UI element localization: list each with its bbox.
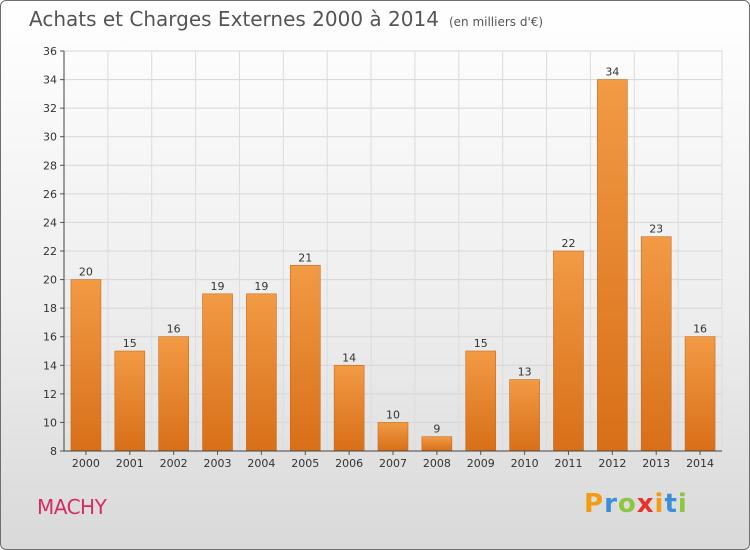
x-tick-label: 2002 [160, 457, 188, 470]
axes-group: 8 10 12 14 16 18 20 22 24 26 28 30 32 34 36 2000 2001 200… [43, 45, 722, 470]
bar-value-label: 23 [649, 223, 663, 236]
bar-2005 [289, 264, 321, 452]
x-tick-label: 2000 [72, 457, 100, 470]
logo-letter: r [604, 489, 618, 519]
bar-value-label: 15 [123, 337, 137, 350]
bar-value-label: 19 [254, 280, 268, 293]
bar-2002 [158, 336, 189, 452]
bars-group: 20 15 16 19 19 21 14 10 9 15 13 22 34 23 16 [70, 66, 716, 452]
bar-2008 [421, 436, 453, 452]
bar-2000 [70, 279, 102, 452]
logo-letter: P [584, 489, 605, 519]
chart-title: Achats et Charges Externes 2000 à 2014 (e… [29, 7, 543, 31]
y-tick-label: 26 [43, 188, 57, 201]
bar-value-label: 21 [298, 251, 312, 264]
x-tick-label: 2010 [511, 457, 539, 470]
x-tick-label: 2003 [204, 457, 232, 470]
bar-value-label: 16 [693, 323, 707, 336]
bar-value-label: 13 [518, 366, 532, 379]
y-tick-label: 8 [50, 445, 57, 458]
logo-letter: t [664, 489, 678, 519]
x-tick-label: 2007 [379, 457, 407, 470]
bar-2011 [553, 250, 584, 452]
proxiti-logo: Proxiti [584, 489, 688, 519]
y-tick-label: 10 [43, 416, 57, 429]
bar-2007 [377, 422, 409, 452]
y-tick-label: 28 [43, 159, 57, 172]
y-tick-label: 30 [43, 131, 57, 144]
x-tick-label: 2014 [686, 457, 714, 470]
bar-2003 [202, 293, 233, 452]
bar-2004 [246, 293, 277, 452]
bar-2010 [509, 379, 540, 452]
y-tick-label: 20 [43, 274, 57, 287]
bar-2013 [640, 236, 672, 452]
bar-value-label: 22 [561, 237, 575, 250]
x-tick-label: 2004 [247, 457, 275, 470]
x-tick-label: 2001 [116, 457, 144, 470]
x-tick-label: 2008 [423, 457, 451, 470]
bar-2014 [684, 336, 716, 452]
bar-value-label: 34 [605, 66, 619, 79]
bar-value-label: 9 [433, 423, 440, 436]
bar-value-label: 20 [79, 266, 93, 279]
town-name: MACHY [37, 495, 107, 519]
y-tick-label: 22 [43, 245, 57, 258]
logo-letter: o [617, 489, 637, 519]
bar-2009 [465, 350, 497, 452]
y-tick-label: 32 [43, 102, 57, 115]
bar-2001 [114, 350, 146, 452]
x-tick-label: 2006 [335, 457, 363, 470]
bar-value-label: 16 [167, 323, 181, 336]
logo-letter: i [677, 489, 688, 519]
x-tick-label: 2011 [554, 457, 582, 470]
x-tick-label: 2012 [598, 457, 626, 470]
bar-2012 [597, 79, 628, 452]
bar-value-label: 19 [211, 280, 225, 293]
logo-letter: x [636, 489, 655, 519]
chart-title-text: Achats et Charges Externes 2000 à 2014 [29, 7, 439, 31]
bar-value-label: 10 [386, 408, 400, 421]
bar-2006 [333, 364, 365, 452]
chart-subtitle: (en milliers d'€) [448, 15, 544, 29]
logo-letter: i [654, 489, 665, 519]
y-tick-label: 36 [43, 45, 57, 58]
x-tick-label: 2009 [467, 457, 495, 470]
y-tick-label: 14 [43, 359, 57, 372]
y-tick-label: 18 [43, 302, 57, 315]
y-tick-label: 24 [43, 216, 57, 229]
y-tick-label: 16 [43, 331, 57, 344]
bar-value-label: 15 [474, 337, 488, 350]
x-tick-label: 2013 [642, 457, 670, 470]
y-tick-label: 34 [43, 74, 57, 87]
bar-value-label: 14 [342, 351, 356, 364]
x-tick-label: 2005 [291, 457, 319, 470]
y-tick-label: 12 [43, 388, 57, 401]
